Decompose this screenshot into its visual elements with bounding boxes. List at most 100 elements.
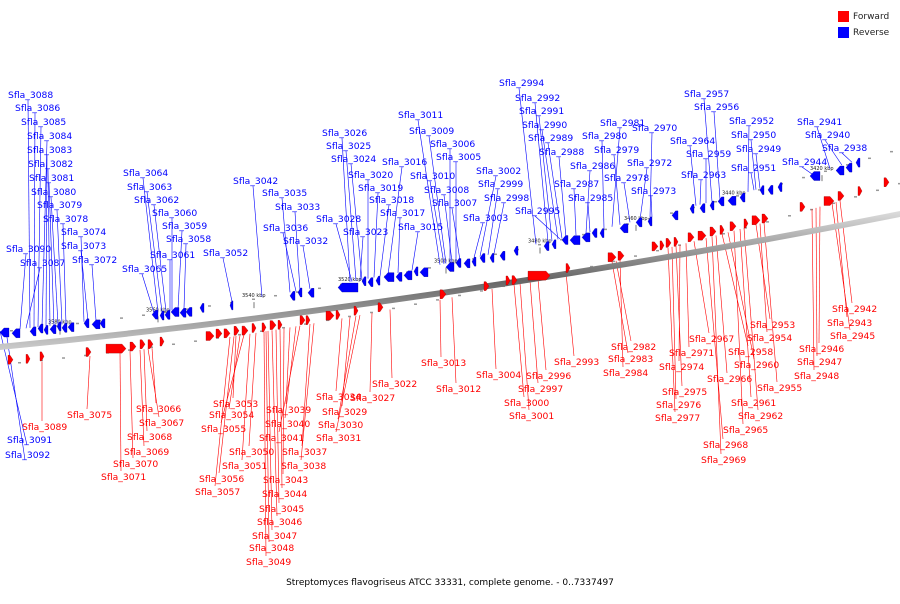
forward-gene-label: Sfla_3050 — [229, 447, 274, 458]
forward-gene — [607, 252, 617, 262]
minor-tick — [436, 299, 439, 301]
forward-gene — [651, 241, 659, 252]
minor-tick — [428, 267, 431, 269]
forward-gene-leader-line — [733, 230, 744, 425]
reverse-gene-leader-line — [479, 175, 497, 257]
reverse-gene-label: Sfla_3065 — [122, 264, 167, 275]
forward-gene-leader-line — [619, 259, 624, 368]
reverse-gene — [29, 326, 37, 337]
forward-gene-leader-line — [491, 288, 497, 370]
forward-gene — [761, 213, 769, 224]
forward-gene-label: Sfla_2983 — [608, 354, 653, 365]
reverse-gene-label: Sfla_3008 — [424, 185, 469, 196]
forward-gene — [729, 221, 737, 231]
reverse-gene — [179, 308, 187, 318]
forward-gene — [823, 196, 835, 206]
forward-gene-leader-line — [667, 247, 676, 413]
forward-gene-label: Sfla_2969 — [701, 455, 746, 466]
reverse-gene-leader-line — [816, 126, 831, 169]
reverse-gene — [599, 228, 605, 238]
forward-gene — [483, 281, 490, 291]
forward-gene-leader-line — [711, 236, 722, 455]
forward-gene-leader-line — [763, 222, 778, 383]
axis-tick-label: 3540 kbp — [242, 293, 266, 299]
forward-gene-label: Sfla_2960 — [734, 360, 779, 371]
forward-gene — [505, 275, 511, 286]
reverse-gene — [513, 246, 519, 256]
reverse-gene-label: Sfla_3002 — [476, 166, 521, 177]
forward-gene — [377, 302, 384, 312]
reverse-gene — [855, 157, 861, 168]
forward-gene — [439, 289, 447, 299]
reverse-gene — [56, 321, 62, 332]
reverse-gene-leader-line — [146, 191, 163, 312]
minor-tick — [208, 305, 211, 307]
reverse-gene-leader-line — [801, 166, 813, 175]
forward-gene — [85, 347, 92, 357]
minor-tick — [678, 244, 681, 246]
forward-gene-leader-line — [451, 297, 457, 384]
axis-tick-label: 3440 kbp — [722, 191, 746, 197]
reverse-gene-leader-line — [294, 211, 301, 291]
reverse-gene-leader-line — [19, 253, 27, 329]
reverse-gene — [635, 217, 643, 228]
reverse-gene-label: Sfla_2950 — [731, 130, 776, 141]
reverse-gene-label: Sfla_3083 — [27, 145, 72, 156]
reverse-gene-label: Sfla_3015 — [398, 222, 443, 233]
forward-gene-leader-line — [147, 348, 160, 418]
forward-gene-label: Sfla_2977 — [655, 413, 700, 424]
reverse-gene — [569, 235, 581, 245]
reverse-gene-label: Sfla_3011 — [398, 110, 443, 121]
forward-gene-leader-line — [439, 299, 442, 358]
forward-gene-leader-line — [143, 349, 148, 432]
forward-gene-leader-line — [248, 332, 257, 447]
reverse-gene-leader-line — [142, 177, 159, 313]
forward-gene-leader-line — [271, 330, 278, 517]
forward-gene-leader-line — [811, 208, 815, 371]
minor-tick — [634, 255, 637, 257]
forward-gene-label: Sfla_3053 — [213, 399, 258, 410]
reverse-gene-label: Sfla_3072 — [72, 255, 117, 266]
reverse-gene-label: Sfla_3087 — [20, 258, 65, 269]
forward-gene-leader-line — [284, 326, 297, 419]
reverse-gene-leader-line — [558, 156, 567, 238]
forward-gene-label: Sfla_3043 — [263, 475, 308, 486]
forward-gene-label: Sfla_3069 — [124, 447, 169, 458]
forward-gene-label: Sfla_2955 — [757, 383, 802, 394]
reverse-gene-leader-line — [302, 245, 311, 289]
axis-tick-label: 3480 kbp — [528, 238, 552, 244]
forward-gene — [719, 225, 725, 235]
forward-gene — [837, 191, 845, 201]
reverse-gene-label: Sfla_3016 — [382, 157, 427, 168]
reverse-gene — [67, 322, 75, 332]
reverse-gene — [49, 324, 57, 334]
reverse-gene — [375, 275, 381, 286]
reverse-gene-leader-line — [649, 132, 653, 218]
forward-gene-label: Sfla_3041 — [259, 433, 304, 444]
forward-gene-leader-line — [369, 312, 373, 393]
reverse-gene-label: Sfla_2957 — [684, 89, 729, 100]
reverse-gene-leader-line — [585, 170, 591, 233]
reverse-gene-label: Sfla_3042 — [233, 176, 278, 187]
reverse-gene — [83, 318, 90, 328]
reverse-gene-leader-line — [713, 111, 721, 200]
reverse-gene — [455, 258, 462, 268]
reverse-gene — [383, 272, 395, 282]
forward-gene-leader-line — [835, 201, 848, 318]
forward-gene-leader-line — [267, 330, 273, 531]
forward-gene — [299, 315, 306, 325]
reverse-swatch — [838, 27, 849, 38]
reverse-gene-label: Sfla_2979 — [594, 145, 639, 156]
forward-gene — [233, 326, 240, 336]
forward-gene-leader-line — [685, 243, 690, 348]
forward-gene-label: Sfla_2945 — [830, 331, 875, 342]
reverse-gene-leader-line — [27, 99, 31, 328]
forward-gene-leader-line — [232, 335, 237, 399]
reverse-gene-label: Sfla_3078 — [43, 214, 88, 225]
forward-gene-leader-line — [275, 329, 280, 504]
reverse-gene — [581, 232, 591, 242]
reverse-gene — [709, 200, 715, 211]
forward-gene — [159, 336, 165, 347]
reverse-gene-leader-line — [547, 142, 563, 239]
